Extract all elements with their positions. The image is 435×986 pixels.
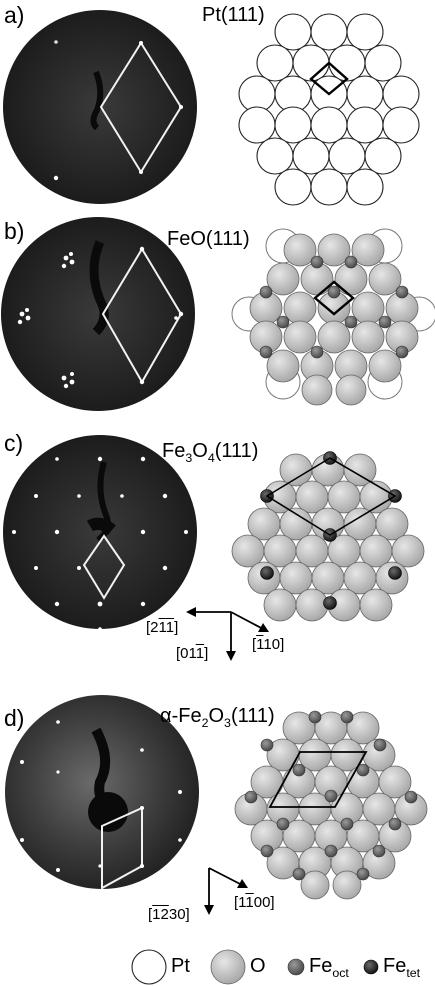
legend-fe-oct-label: Feoct xyxy=(309,955,349,980)
legend-fe-oct-symbol xyxy=(287,958,305,976)
legend-o-symbol xyxy=(210,949,246,985)
pt-surface-model xyxy=(238,13,420,206)
direction-label-c3: [110] xyxy=(252,636,285,653)
direction-arrows-c xyxy=(186,607,269,661)
panel-label-a: a) xyxy=(4,2,25,28)
leed-pattern-pt xyxy=(3,10,197,204)
feo-unit-cell xyxy=(313,280,355,316)
panel-title-a: Pt(111) xyxy=(202,4,265,26)
panel-title-d: α-Fe2O3(111) xyxy=(160,705,275,730)
legend-o-label: O xyxy=(250,955,266,977)
legend-pt-symbol xyxy=(131,949,167,985)
legend-symbols xyxy=(131,949,379,985)
panel-title-c: Fe3O4(111) xyxy=(162,440,259,465)
panel-label-b: b) xyxy=(4,218,25,244)
direction-label-c1: [211] xyxy=(146,619,179,636)
pt-unit-cell xyxy=(309,61,349,96)
direction-label-d2: [1100] xyxy=(234,894,275,911)
leed-pattern-feo xyxy=(1,217,195,411)
panel-label-d: d) xyxy=(4,705,25,731)
panel-label-c: c) xyxy=(4,430,24,456)
leed-pattern-fe3o4 xyxy=(3,435,197,631)
legend-fe-tet-symbol xyxy=(363,959,379,975)
fe3o4-surface-model xyxy=(231,451,425,622)
fe2o3-surface-model xyxy=(234,710,428,900)
fe3o4-unit-cell xyxy=(265,457,397,536)
feo-surface-model xyxy=(231,228,435,406)
panel-title-b: FeO(111) xyxy=(167,228,250,250)
legend-pt-label: Pt xyxy=(171,955,190,977)
direction-arrows-d xyxy=(204,867,248,915)
direction-label-d1: [1230] xyxy=(148,906,190,923)
fe2o3-unit-cell xyxy=(268,751,368,808)
leed-pattern-fe2o3 xyxy=(5,695,199,890)
legend-fe-tet-label: Fetet xyxy=(383,955,421,980)
direction-label-c2: [011] xyxy=(176,645,209,662)
